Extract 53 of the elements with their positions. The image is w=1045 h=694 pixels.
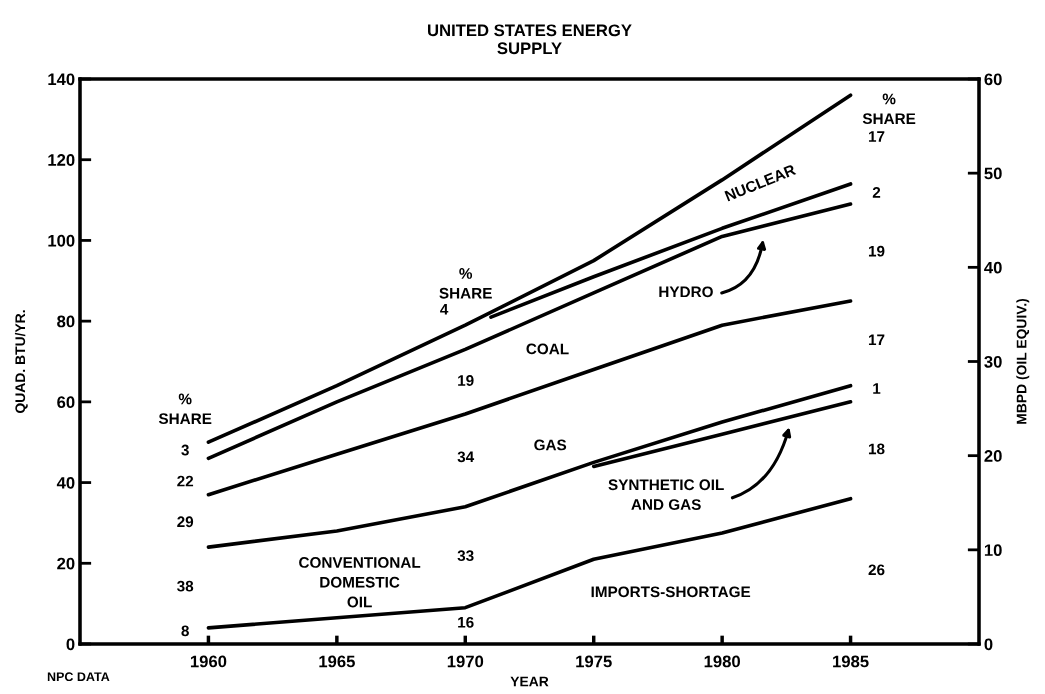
y2-tick-label: 60: [984, 73, 1002, 86]
y-tick-label: 100: [48, 234, 75, 247]
text: NPC DATA: [47, 672, 110, 682]
annotation: 8: [181, 625, 189, 637]
annotation: 2: [872, 186, 881, 198]
y-tick-label: 120: [48, 154, 75, 166]
annotation: 19: [458, 375, 474, 386]
y2-axis-title: MBPD (OIL EQUIV.): [1016, 298, 1030, 424]
x-tick-label: 1965: [319, 655, 355, 668]
annotation: GAS: [534, 439, 567, 451]
y2-tick-label: 40: [984, 261, 1002, 274]
annotation: 17: [868, 131, 885, 142]
annotation: 33: [457, 550, 474, 562]
y-tick-label: 20: [57, 557, 75, 570]
annotation: 16: [458, 616, 474, 628]
y-tick-label: 40: [56, 476, 75, 489]
y2-tick-label: 10: [984, 544, 1002, 557]
annotation: HYDRO: [659, 286, 713, 298]
y-tick-label: 80: [57, 315, 75, 328]
x-tick-label: 1970: [447, 655, 484, 668]
annotation: 1: [873, 383, 881, 394]
annotation: 4: [440, 304, 449, 315]
annotation: IMPORTS-SHORTAGE: [591, 586, 751, 598]
annotation: 34: [457, 451, 475, 463]
annotation: 22: [177, 475, 194, 487]
y2-tick-label: 50: [984, 167, 1002, 180]
y-axis-title: QUAD. BTU/YR.: [14, 310, 28, 414]
annotation: 38: [177, 580, 194, 592]
x-tick-label: 1975: [576, 655, 612, 668]
annotation: 3: [181, 444, 189, 456]
chart-title: UNITED STATES ENERGY SUPPLY: [428, 24, 632, 55]
y-tick-label: 140: [48, 73, 75, 86]
line-series: [206, 496, 853, 630]
annotation: % SHARE: [158, 393, 212, 425]
annotation: 26: [868, 564, 885, 576]
annotation: % SHARE: [439, 268, 492, 299]
x-axis-title: YEAR: [510, 676, 549, 687]
y-tick-label: 60: [57, 396, 75, 409]
annotation: SYNTHETIC OIL AND GAS: [608, 479, 724, 510]
y2-tick-label: 20: [984, 450, 1002, 462]
y2-tick-label: 0: [984, 638, 993, 651]
x-tick-label: 1985: [833, 655, 869, 668]
annotation: 29: [177, 516, 194, 528]
y2-tick-label: 30: [984, 355, 1002, 368]
annotation: 17: [868, 334, 885, 346]
annotation: COAL: [526, 343, 569, 355]
x-tick-label: 1960: [190, 655, 227, 668]
annotation: 19: [868, 245, 885, 257]
annotation: CONVENTIONAL DOMESTIC OIL: [299, 557, 421, 608]
y-tick-label: 0: [66, 638, 75, 651]
x-tick-label: 1980: [704, 655, 740, 668]
annotation: 18: [868, 443, 885, 455]
annotation: % SHARE: [862, 93, 916, 125]
